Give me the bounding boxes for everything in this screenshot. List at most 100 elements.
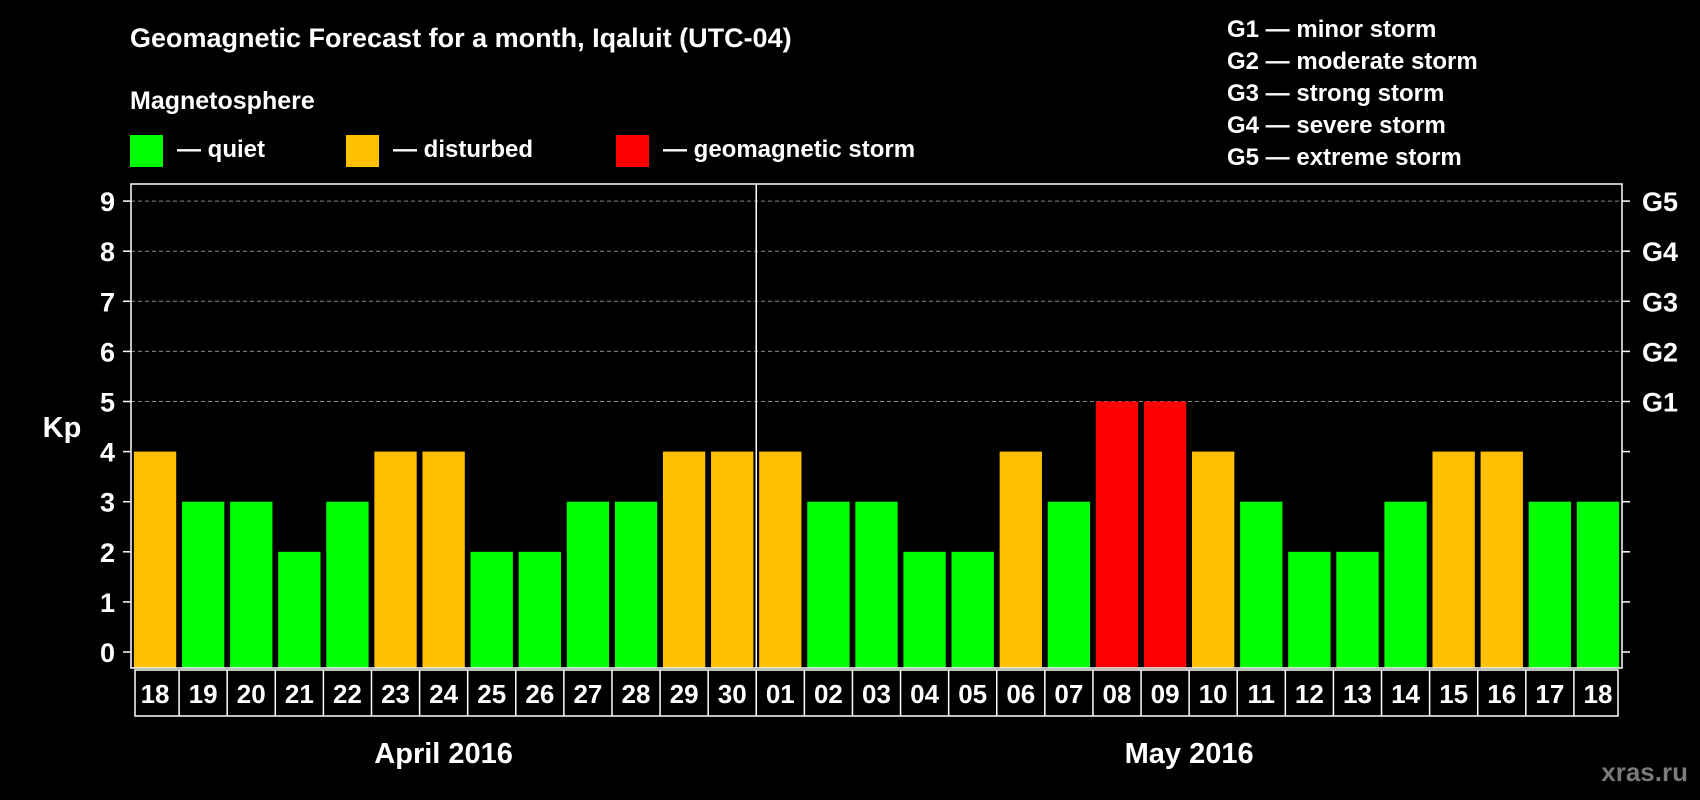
axes bbox=[123, 183, 1630, 669]
legend-swatch-quiet bbox=[130, 135, 163, 167]
bar-11 bbox=[662, 451, 706, 668]
y-tick-label: 7 bbox=[100, 287, 115, 317]
right-tick-label: G1 bbox=[1642, 388, 1678, 418]
grid-lines bbox=[131, 200, 1622, 402]
y-tick-label: 6 bbox=[100, 337, 115, 367]
date-label: 25 bbox=[477, 679, 506, 709]
bar-1 bbox=[181, 501, 225, 668]
storm-scale-g4: G4 — severe storm bbox=[1227, 112, 1446, 139]
bar-27 bbox=[1432, 451, 1475, 668]
y-tick-label: 8 bbox=[100, 237, 115, 267]
date-label: 17 bbox=[1535, 679, 1564, 709]
right-tick-label: G2 bbox=[1642, 337, 1678, 367]
right-tick-label: G4 bbox=[1642, 237, 1678, 267]
bar-22 bbox=[1192, 451, 1235, 668]
date-label: 08 bbox=[1103, 679, 1132, 709]
y-tick-label: 4 bbox=[100, 438, 115, 468]
bar-29 bbox=[1528, 501, 1572, 668]
bar-0 bbox=[133, 451, 177, 668]
plot-frame bbox=[130, 183, 1623, 669]
date-label: 01 bbox=[766, 679, 795, 709]
storm-scale-g2: G2 — moderate storm bbox=[1227, 48, 1478, 75]
right-tick-labels: G1 G2 G3 G4 G5 bbox=[1642, 187, 1678, 417]
date-label: 24 bbox=[429, 679, 458, 709]
bar-24 bbox=[1288, 551, 1331, 668]
bar-15 bbox=[855, 501, 898, 668]
bar-18 bbox=[999, 451, 1042, 668]
y-tick-label: 2 bbox=[100, 538, 115, 568]
bar-13 bbox=[759, 451, 802, 668]
y-tick-label: 5 bbox=[100, 388, 115, 418]
right-tick-label: G5 bbox=[1642, 187, 1678, 217]
chart-title: Geomagnetic Forecast for a month, Iqalui… bbox=[130, 23, 792, 53]
date-label: 27 bbox=[573, 679, 602, 709]
bar-19 bbox=[1047, 501, 1091, 668]
date-label: 30 bbox=[718, 679, 747, 709]
date-label: 15 bbox=[1439, 679, 1468, 709]
date-label: 09 bbox=[1151, 679, 1180, 709]
date-label: 23 bbox=[381, 679, 410, 709]
storm-scale-g1: G1 — minor storm bbox=[1227, 16, 1436, 43]
date-label: 13 bbox=[1343, 679, 1372, 709]
legend-title: Magnetosphere bbox=[130, 87, 315, 115]
watermark: xras.ru bbox=[1601, 757, 1688, 787]
bar-9 bbox=[566, 501, 610, 668]
date-labels: 18 19 20 21 22 23 24 25 26 27 28 29 30 01 02 03 04 05 06 07… bbox=[134, 669, 1619, 717]
date-label: 22 bbox=[333, 679, 362, 709]
bar-8 bbox=[518, 551, 561, 668]
bar-25 bbox=[1336, 551, 1379, 668]
y-tick-label: 3 bbox=[100, 488, 115, 518]
date-label: 05 bbox=[958, 679, 987, 709]
y-tick-labels: 0 1 2 3 4 5 6 7 8 9 bbox=[100, 187, 115, 668]
bar-10 bbox=[614, 501, 658, 668]
bar-20 bbox=[1095, 401, 1139, 668]
bar-4 bbox=[326, 501, 369, 668]
bar-16 bbox=[903, 551, 946, 668]
date-label: 18 bbox=[141, 679, 170, 709]
bar-28 bbox=[1480, 451, 1523, 668]
bar-17 bbox=[951, 551, 994, 668]
bar-7 bbox=[470, 551, 513, 668]
month-labels: April 2016 May 2016 bbox=[374, 738, 1253, 770]
date-label: 21 bbox=[285, 679, 314, 709]
date-label: 03 bbox=[862, 679, 891, 709]
legend-label-disturbed: — disturbed bbox=[393, 136, 533, 163]
bars bbox=[133, 401, 1620, 668]
legend-label-quiet: — quiet bbox=[177, 136, 265, 163]
storm-scale-g3: G3 — strong storm bbox=[1227, 80, 1444, 107]
right-tick-label: G3 bbox=[1642, 287, 1678, 317]
date-label: 28 bbox=[622, 679, 651, 709]
date-label: 04 bbox=[910, 679, 939, 709]
date-label: 29 bbox=[670, 679, 699, 709]
y-axis-label: Kp bbox=[43, 412, 82, 444]
date-label: 10 bbox=[1199, 679, 1228, 709]
date-label: 12 bbox=[1295, 679, 1324, 709]
date-row-frame bbox=[134, 669, 1619, 717]
month-label: April 2016 bbox=[374, 738, 513, 770]
date-label: 26 bbox=[525, 679, 554, 709]
date-label: 19 bbox=[189, 679, 218, 709]
legend-label-storm: — geomagnetic storm bbox=[663, 136, 915, 163]
bar-6 bbox=[422, 451, 465, 668]
bar-23 bbox=[1240, 501, 1283, 668]
date-label: 20 bbox=[237, 679, 266, 709]
storm-scale-g5: G5 — extreme storm bbox=[1227, 144, 1462, 171]
bar-2 bbox=[230, 501, 273, 668]
bar-3 bbox=[278, 551, 321, 668]
date-label: 06 bbox=[1006, 679, 1035, 709]
date-label: 07 bbox=[1054, 679, 1083, 709]
bar-21 bbox=[1143, 401, 1187, 668]
bar-14 bbox=[807, 501, 850, 668]
y-tick-label: 0 bbox=[100, 638, 115, 668]
y-tick-label: 1 bbox=[100, 588, 115, 618]
bar-12 bbox=[711, 451, 754, 668]
date-label: 16 bbox=[1487, 679, 1516, 709]
month-label: May 2016 bbox=[1125, 738, 1254, 770]
color-legend: — quiet — disturbed — geomagnetic storm bbox=[130, 135, 915, 167]
storm-scale-legend: G1 — minor storm G2 — moderate storm G3 … bbox=[1227, 16, 1478, 171]
date-label: 02 bbox=[814, 679, 843, 709]
bar-5 bbox=[374, 451, 417, 668]
bar-26 bbox=[1384, 501, 1427, 668]
date-label: 18 bbox=[1583, 679, 1612, 709]
